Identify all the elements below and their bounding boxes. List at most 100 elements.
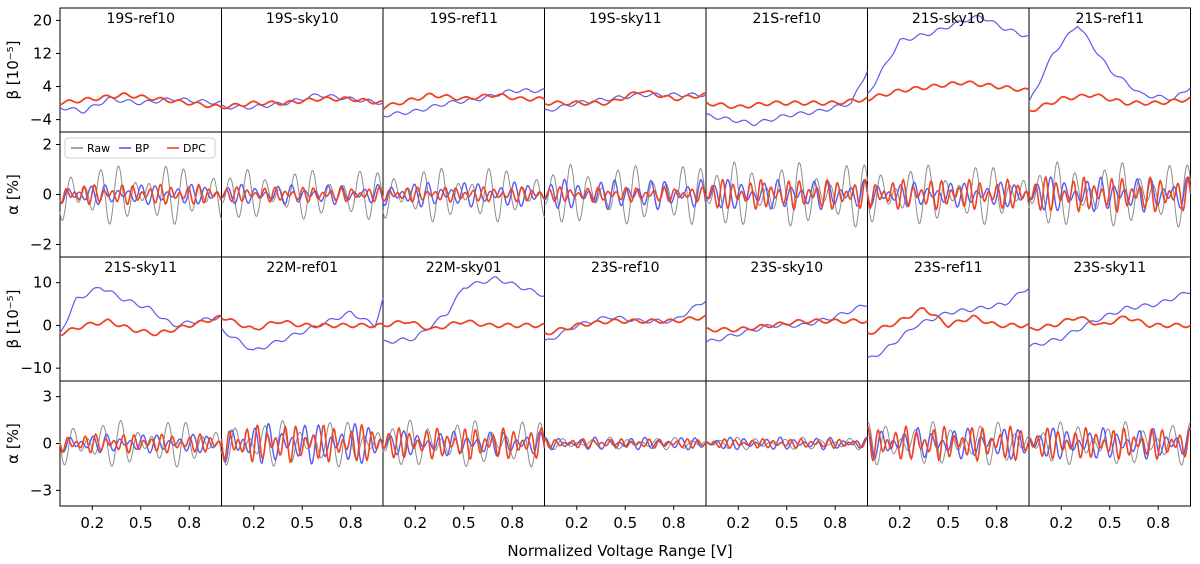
x-tick-label: 0.5 [1098,514,1122,532]
y-tick-label: −4 [30,111,52,129]
y-axis-label-row-4: α [%] [4,423,22,464]
series-line-dpc-23S-ref11 [867,307,1030,335]
series-line-bp-alpha-21S-sky10 [866,181,1030,208]
series-line-dpc-19S-ref11 [382,92,545,110]
series-line-bp-alpha-21S-ref11 [1028,176,1192,214]
panel-title-19S-sky11: 19S-sky11 [589,11,662,27]
series-line-bp-23S-ref11 [867,287,1030,359]
series-line-bp-alpha-22M-ref01 [220,422,384,466]
series-line-dpc-22M-ref01 [220,317,384,331]
series-line-dpc-22M-sky01 [382,319,545,331]
legend-box [64,137,216,159]
series-line-raw-alpha-19S-ref11 [382,167,545,223]
y-axis-label-row-1: β [10⁻⁵] [4,40,22,99]
x-tick-label: 0.2 [80,514,104,532]
y-tick-label: 0 [42,435,52,453]
x-tick-label: 0.5 [452,514,476,532]
series-line-dpc-alpha-21S-sky10 [866,177,1030,212]
series-line-bp-alpha-19S-sky11 [544,178,707,211]
series-line-bp-alpha-21S-sky11 [59,433,223,454]
series-line-bp-19S-sky11 [544,92,707,112]
x-tick-label: 0.2 [242,514,266,532]
x-tick-label: 0.5 [936,514,960,532]
panel-title-21S-ref10: 21S-ref10 [752,11,821,27]
series-line-dpc-21S-sky11 [59,314,222,337]
y-axis-label-row-3: β [10⁻⁵] [4,289,22,348]
x-tick-label: 0.8 [985,514,1009,532]
panel-title-23S-ref11: 23S-ref11 [914,260,983,276]
series-line-dpc-alpha-19S-ref10 [59,183,223,206]
x-tick-label: 0.8 [662,514,686,532]
series-line-bp-21S-ref11 [1028,25,1191,102]
series-line-dpc-alpha-22M-sky01 [382,426,546,461]
series-line-bp-22M-sky01 [382,276,545,344]
series-line-dpc-alpha-21S-ref11 [1028,175,1192,214]
x-tick-label: 0.8 [823,514,847,532]
y-tick-label: −10 [20,359,52,377]
series-line-dpc-alpha-23S-ref11 [867,424,1030,463]
labels: 19S-ref10 19S-sky10 19S-ref11 19S-sky11 21S-… [4,11,1170,532]
series-line-bp-23S-ref10 [544,300,707,342]
series-line-bp-23S-sky11 [1028,291,1191,348]
x-tick-label: 0.2 [565,514,589,532]
y-tick-label: 20 [33,11,52,29]
x-axis-label: Normalized Voltage Range [V] [507,542,732,560]
x-tick-label: 0.5 [290,514,314,532]
series-line-dpc-alpha-23S-ref10 [544,437,707,450]
series-line-raw-alpha-19S-sky11 [544,163,707,226]
x-tick-label: 0.8 [500,514,524,532]
series-line-raw-alpha-22M-sky01 [382,419,545,468]
x-tick-label: 0.8 [1146,514,1170,532]
x-tick-label: 0.2 [403,514,427,532]
panel-title-23S-sky10: 23S-sky10 [750,260,823,276]
panel-title-19S-sky10: 19S-sky10 [266,11,339,27]
y-tick-label: −2 [30,236,52,254]
series-line-bp-alpha-19S-sky10 [221,183,384,206]
series-lines [59,14,1192,468]
y-tick-label: −3 [30,481,52,499]
panel-title-23S-sky11: 23S-sky11 [1073,260,1146,276]
panel-frames [56,7,1191,510]
panel-title-21S-ref11: 21S-ref11 [1075,11,1144,27]
series-line-bp-alpha-21S-ref10 [705,178,869,211]
series-line-dpc-alpha-19S-ref11 [382,186,545,203]
series-line-dpc-23S-sky11 [1028,315,1192,332]
panel-title-21S-sky11: 21S-sky11 [104,260,177,276]
series-line-bp-19S-sky10 [221,93,384,110]
series-line-bp-21S-ref10 [705,70,869,127]
series-line-dpc-21S-sky10 [867,80,1030,102]
legend-label-raw: Raw [87,142,110,155]
y-tick-label: 3 [42,388,52,406]
y-tick-label: 12 [33,44,52,62]
series-line-dpc-alpha-23S-sky10 [705,438,868,450]
panel-title-19S-ref11: 19S-ref11 [429,11,498,27]
series-line-bp-21S-sky10 [867,14,1030,95]
series-line-dpc-alpha-23S-sky11 [1028,426,1191,461]
series-line-raw-alpha-19S-sky10 [221,168,384,221]
series-line-dpc-19S-ref10 [59,92,223,109]
legend-label-dpc: DPC [183,142,206,155]
series-line-dpc-alpha-19S-sky11 [544,185,707,203]
panel-title-19S-ref10: 19S-ref10 [106,11,175,27]
series-line-bp-22M-ref01 [221,298,384,351]
y-tick-label: 0 [42,316,52,334]
legend-label-bp: BP [135,142,150,155]
series-line-dpc-19S-sky11 [544,90,707,106]
y-axis-label-row-2: α [%] [4,174,22,215]
panel-title-21S-sky10: 21S-sky10 [912,11,985,27]
panel-title-23S-ref10: 23S-ref10 [591,260,660,276]
series-line-bp-19S-ref11 [382,88,545,118]
series-line-dpc-alpha-22M-ref01 [220,423,384,463]
x-tick-label: 0.8 [177,514,201,532]
y-tick-label: 4 [42,78,52,96]
series-line-dpc-alpha-19S-sky10 [221,185,384,203]
series-line-dpc-alpha-21S-sky11 [59,432,223,455]
x-tick-label: 0.2 [726,514,750,532]
series-line-dpc-21S-ref10 [705,96,868,110]
y-tick-label: 0 [42,186,52,204]
panel-title-22M-ref01: 22M-ref01 [266,260,338,276]
y-tick-label: 2 [42,136,52,154]
series-line-dpc-21S-ref11 [1028,93,1191,113]
x-tick-label: 0.5 [129,514,153,532]
series-line-bp-alpha-22M-sky01 [382,430,546,457]
